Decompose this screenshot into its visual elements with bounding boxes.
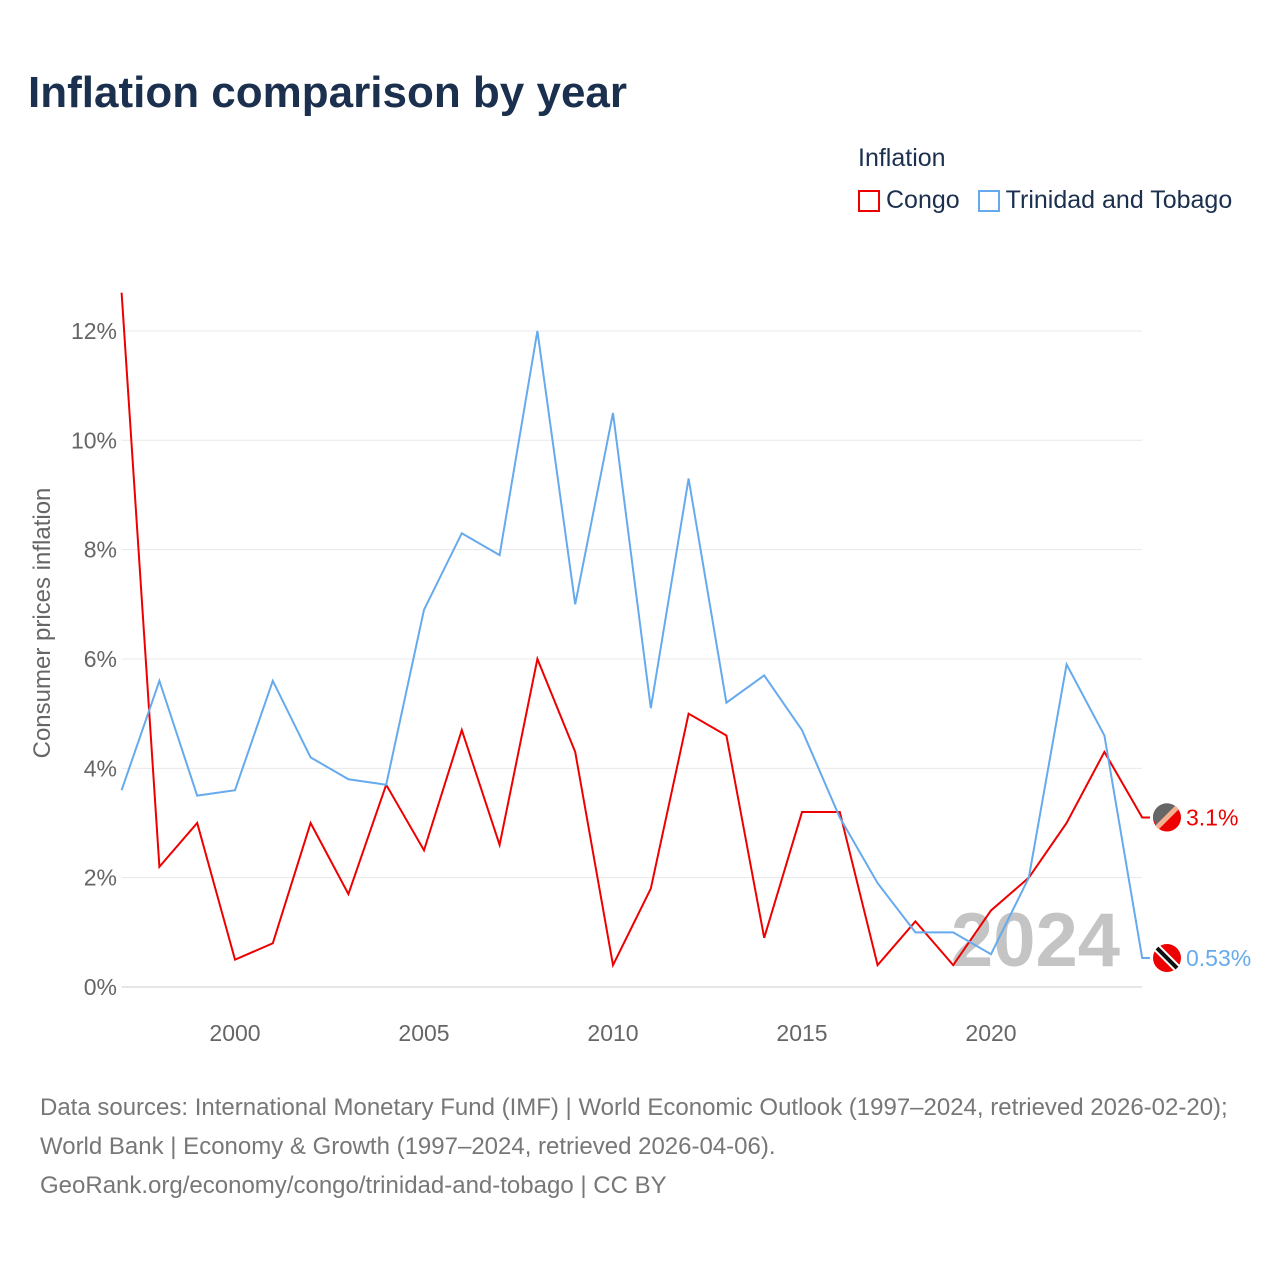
legend-swatch-congo — [858, 189, 880, 212]
legend-item-trinidad[interactable]: Trinidad and Tobago — [977, 186, 1233, 215]
congo-flag-icon — [1152, 803, 1181, 832]
x-tick-label: 2000 — [209, 1020, 260, 1046]
source-line: Data sources: International Monetary Fun… — [40, 1094, 1228, 1160]
series-line-congo — [120, 292, 1150, 969]
source-link[interactable]: GeoRank.org/economy/congo/trinidad-and-t… — [40, 1172, 667, 1199]
source-note: Data sources: International Monetary Fun… — [40, 1088, 1250, 1205]
x-tick-label: 2015 — [776, 1020, 827, 1046]
year-watermark: 2024 — [951, 898, 1120, 983]
legend-item-congo[interactable]: Congo — [858, 186, 960, 215]
end-value-label: 3.1% — [1186, 805, 1238, 831]
y-tick-label: 12% — [71, 318, 117, 344]
y-tick-label: 8% — [84, 537, 117, 563]
series-line-trinidad — [120, 330, 1150, 960]
end-value-label: 0.53% — [1186, 945, 1251, 971]
y-axis-label: Consumer prices inflation — [29, 488, 56, 759]
chart-title: Inflation comparison by year — [28, 68, 628, 117]
y-tick-label: 2% — [84, 865, 117, 891]
y-tick-label: 4% — [84, 755, 117, 781]
y-tick-label: 6% — [84, 646, 117, 672]
x-tick-label: 2010 — [587, 1020, 638, 1046]
x-tick-label: 2005 — [398, 1020, 449, 1046]
legend-label: Trinidad and Tobago — [1005, 186, 1233, 214]
legend-label: Congo — [886, 186, 960, 214]
trinidad-flag-icon — [1153, 944, 1181, 973]
legend-swatch-trinidad — [977, 189, 1000, 212]
y-tick-label: 10% — [71, 427, 117, 453]
legend: Congo Trinidad and Tobago — [858, 186, 1232, 215]
legend-title: Inflation — [858, 144, 946, 172]
x-tick-label: 2020 — [965, 1020, 1016, 1046]
y-tick-label: 0% — [84, 974, 117, 1000]
